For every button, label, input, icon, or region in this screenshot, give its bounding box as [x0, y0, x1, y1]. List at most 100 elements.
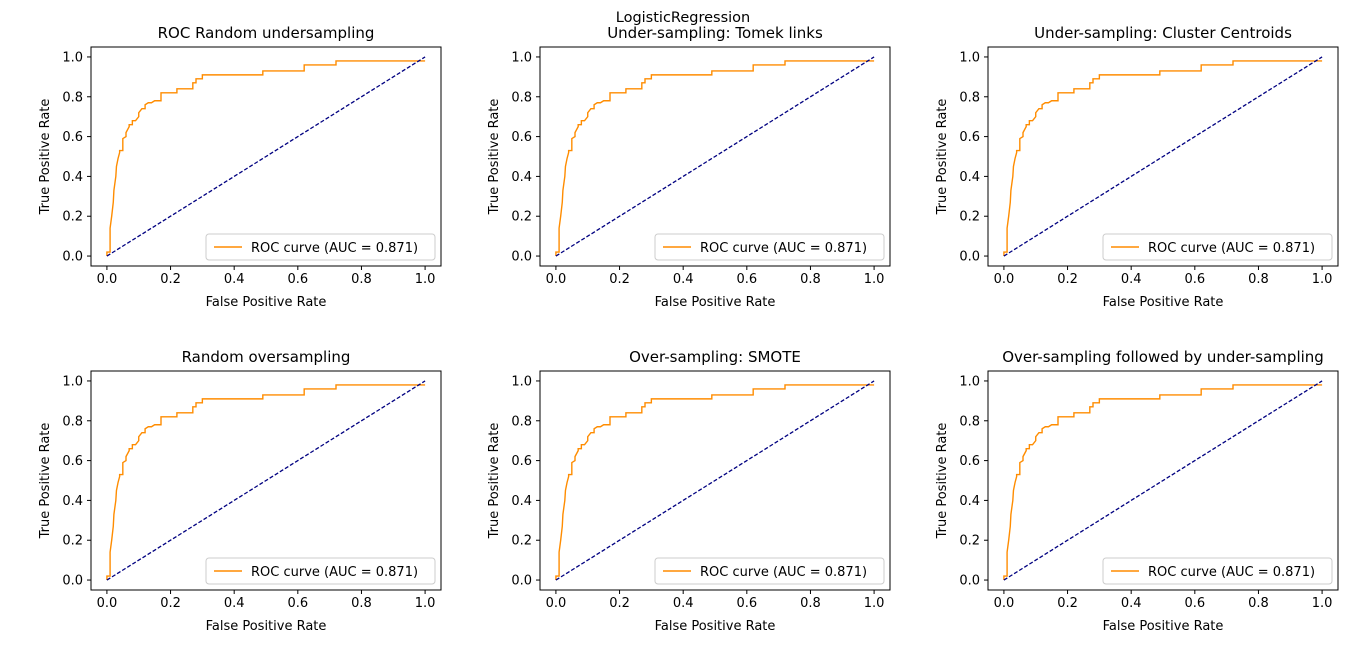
x-tick-label: 0.8 [1248, 272, 1269, 287]
subplot-title: Over-sampling: SMOTE [629, 348, 801, 366]
x-tick-label: 0.4 [1121, 596, 1142, 611]
y-axis-label: True Positive Rate [487, 99, 502, 216]
x-tick-label: 0.8 [800, 272, 821, 287]
legend: ROC curve (AUC = 0.871) [205, 233, 436, 261]
x-axis-label: False Positive Rate [206, 619, 327, 634]
y-tick-label: 0.0 [62, 574, 83, 589]
subplot-3: 0.0 0.2 0.4 0.6 0.8 1.0 0.0 0.2 0.4 0.6 0.8 1.0 Unde… [935, 24, 1339, 310]
legend-label: ROC curve (AUC = 0.871) [251, 565, 418, 580]
legend: ROC curve (AUC = 0.871) [654, 557, 885, 585]
subplot-title: ROC Random undersampling [158, 24, 375, 42]
y-tick-label: 0.8 [959, 414, 980, 429]
subplot-2: 0.0 0.2 0.4 0.6 0.8 1.0 0.0 0.2 0.4 0.6 0.8 1.0 Unde… [487, 24, 891, 310]
x-tick-label: 0.6 [1184, 272, 1205, 287]
x-tick-label: 1.0 [1312, 272, 1333, 287]
axes-frame [987, 46, 1339, 267]
axes-frame [90, 46, 442, 267]
x-tick-label: 0.4 [224, 596, 245, 611]
x-tick-label: 0.0 [97, 596, 118, 611]
x-tick-label: 0.6 [1184, 596, 1205, 611]
subplot-title: Over-sampling followed by under-sampling [1002, 348, 1324, 366]
x-tick-label: 0.2 [1057, 272, 1078, 287]
y-tick-label: 1.0 [959, 374, 980, 389]
x-tick-label: 0.0 [546, 272, 567, 287]
x-tick-label: 0.6 [736, 596, 757, 611]
y-tick-label: 0.0 [959, 250, 980, 265]
x-tick-label: 0.4 [1121, 272, 1142, 287]
x-tick-label: 1.0 [864, 596, 885, 611]
legend-box [1102, 233, 1333, 261]
y-axis-label: True Positive Rate [935, 423, 950, 540]
x-tick-label: 0.4 [673, 272, 694, 287]
x-tick-label: 0.8 [351, 272, 372, 287]
x-tick-label: 0.0 [994, 596, 1015, 611]
roc-curve-line [555, 384, 875, 581]
chance-diagonal-line [1003, 380, 1323, 581]
x-tick-label: 0.0 [97, 272, 118, 287]
legend-label: ROC curve (AUC = 0.871) [1148, 565, 1315, 580]
legend-box [1102, 557, 1333, 585]
axes-frame [90, 370, 442, 591]
subplot-title: Under-sampling: Tomek links [607, 24, 823, 42]
y-tick-label: 0.8 [62, 90, 83, 105]
subplot-title: Under-sampling: Cluster Centroids [1034, 24, 1292, 42]
x-axis-label: False Positive Rate [206, 295, 327, 310]
x-tick-label: 0.2 [160, 272, 181, 287]
legend: ROC curve (AUC = 0.871) [1102, 557, 1333, 585]
y-tick-label: 0.2 [62, 534, 83, 549]
y-tick-label: 1.0 [959, 50, 980, 65]
legend-box [654, 557, 885, 585]
y-tick-label: 0.4 [511, 170, 532, 185]
y-tick-label: 0.6 [511, 454, 532, 469]
y-tick-label: 0.6 [959, 130, 980, 145]
x-tick-label: 0.2 [609, 272, 630, 287]
x-axis-label: False Positive Rate [1103, 295, 1224, 310]
x-tick-label: 0.8 [351, 596, 372, 611]
x-tick-label: 1.0 [1312, 596, 1333, 611]
y-tick-label: 0.8 [62, 414, 83, 429]
chance-diagonal-line [1003, 56, 1323, 257]
x-axis-label: False Positive Rate [1103, 619, 1224, 634]
x-tick-label: 0.6 [287, 272, 308, 287]
legend-box [205, 233, 436, 261]
y-tick-label: 0.2 [959, 210, 980, 225]
y-tick-label: 0.4 [62, 170, 83, 185]
figure-suptitle: LogisticRegression [615, 10, 751, 26]
x-axis-label: False Positive Rate [655, 295, 776, 310]
y-tick-label: 0.4 [959, 494, 980, 509]
roc-curve-line [1003, 384, 1323, 581]
x-tick-label: 0.2 [609, 596, 630, 611]
roc-curve-line [106, 384, 426, 581]
y-tick-label: 0.6 [511, 130, 532, 145]
x-tick-label: 1.0 [415, 596, 436, 611]
y-tick-label: 0.2 [511, 210, 532, 225]
y-tick-label: 0.2 [511, 534, 532, 549]
chance-diagonal-line [555, 380, 875, 581]
subplot-1: 0.0 0.2 0.4 0.6 0.8 1.0 0.0 0.2 0.4 0.6 0.8 1.0 ROC … [38, 24, 442, 310]
y-tick-label: 1.0 [62, 374, 83, 389]
subplot-4: 0.0 0.2 0.4 0.6 0.8 1.0 0.0 0.2 0.4 0.6 0.8 1.0 Rand… [38, 348, 442, 634]
legend: ROC curve (AUC = 0.871) [1102, 233, 1333, 261]
x-tick-label: 0.6 [736, 272, 757, 287]
x-tick-label: 0.2 [1057, 596, 1078, 611]
chance-diagonal-line [106, 380, 426, 581]
y-tick-label: 0.2 [959, 534, 980, 549]
x-axis-label: False Positive Rate [655, 619, 776, 634]
subplot-title: Random oversampling [182, 348, 351, 366]
legend: ROC curve (AUC = 0.871) [205, 557, 436, 585]
y-tick-label: 0.4 [511, 494, 532, 509]
x-tick-label: 0.0 [994, 272, 1015, 287]
y-tick-label: 0.8 [511, 414, 532, 429]
x-tick-label: 0.4 [673, 596, 694, 611]
chance-diagonal-line [555, 56, 875, 257]
y-tick-label: 0.0 [62, 250, 83, 265]
y-tick-label: 0.0 [511, 250, 532, 265]
y-tick-label: 1.0 [62, 50, 83, 65]
y-tick-label: 0.6 [62, 454, 83, 469]
y-tick-label: 0.4 [959, 170, 980, 185]
y-tick-label: 0.6 [959, 454, 980, 469]
x-tick-label: 0.8 [1248, 596, 1269, 611]
legend-label: ROC curve (AUC = 0.871) [700, 565, 867, 580]
axes-frame [539, 46, 891, 267]
